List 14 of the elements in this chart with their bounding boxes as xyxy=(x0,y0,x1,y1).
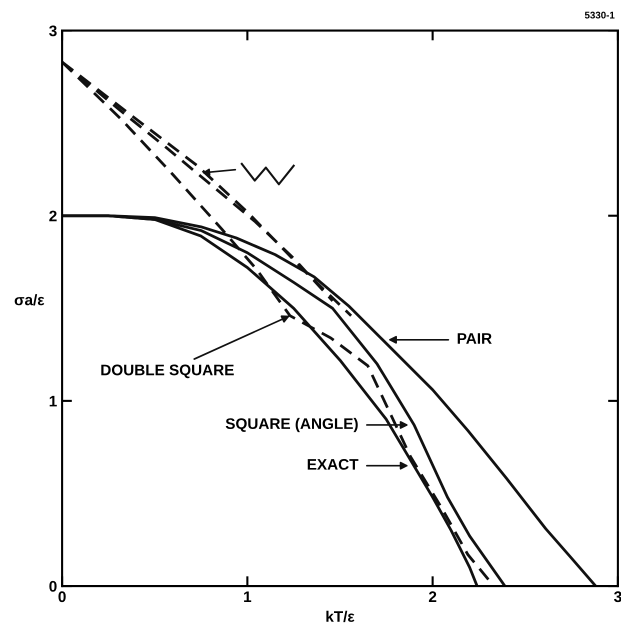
y-axis-title: σa/ε xyxy=(14,294,44,306)
x-tick-label: 2 xyxy=(428,591,436,602)
annotation: DOUBLE SQUARE xyxy=(101,364,234,378)
annotation: PAIR xyxy=(458,333,492,344)
y-tick-label: 1 xyxy=(50,396,57,406)
x-tick-label: 1 xyxy=(244,591,252,602)
text: 5330-1 xyxy=(584,12,615,19)
x-axis-title: kT/ε xyxy=(326,610,354,622)
annotation: SQUARE (ANGLE) xyxy=(226,418,358,432)
y-tick-label: 0 xyxy=(49,580,57,592)
annotation: EXACT xyxy=(308,458,358,470)
x-tick-label: 0 xyxy=(58,591,66,602)
y-tick-label: 3 xyxy=(49,25,57,36)
y-tick-label: 2 xyxy=(49,210,57,222)
